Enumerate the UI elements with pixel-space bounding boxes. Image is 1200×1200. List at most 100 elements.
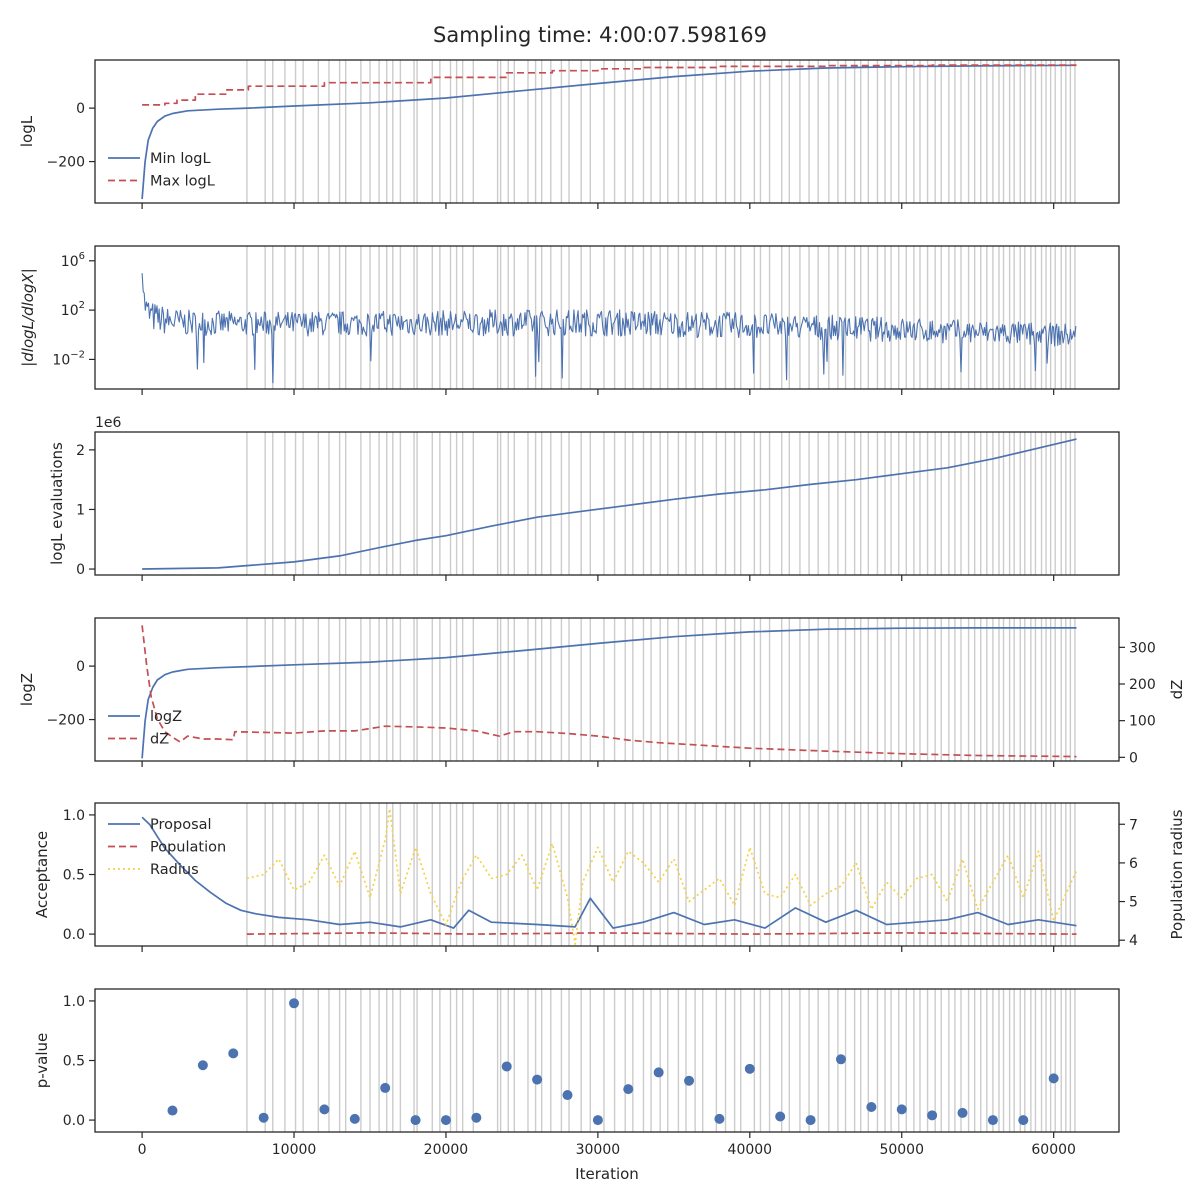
y-tick-label: 2 xyxy=(76,443,85,459)
y2-axis-label: Population radius xyxy=(1168,809,1186,939)
y-tick-label: 0.0 xyxy=(63,1113,85,1129)
x-tick-label: 20000 xyxy=(424,1142,469,1158)
y-tick-label: −200 xyxy=(47,713,85,729)
checkpoint-lines xyxy=(246,803,1076,946)
series-max-logl-line xyxy=(142,64,1077,106)
legend-label: dZ xyxy=(150,732,169,748)
data-point xyxy=(289,998,300,1009)
data-point xyxy=(1048,1073,1059,1084)
data-point xyxy=(258,1112,269,1123)
checkpoint-lines xyxy=(246,246,1076,389)
y-tick-label: 0 xyxy=(76,659,85,675)
panel-pvalue: 0 10000 20000 30000 40000 50000 60000 0.0 0.5 1.0… xyxy=(33,988,1120,1158)
y-tick-label: 0.5 xyxy=(63,1054,85,1070)
y-axis-label: logL xyxy=(18,115,36,147)
data-point xyxy=(228,1048,239,1059)
data-point xyxy=(501,1061,512,1072)
data-point xyxy=(927,1110,938,1121)
legend-label: logZ xyxy=(150,709,182,725)
data-point xyxy=(319,1104,330,1115)
data-point xyxy=(714,1113,725,1124)
series-dlogl-line xyxy=(141,273,1077,384)
data-point xyxy=(1018,1115,1029,1126)
series--line xyxy=(142,438,1077,570)
data-point xyxy=(744,1063,755,1074)
y-axis-label: logZ xyxy=(18,673,36,706)
series-proposal-line xyxy=(141,816,1077,929)
series-radius-line xyxy=(246,807,1078,945)
series-min-logl-line xyxy=(141,64,1077,200)
data-point xyxy=(380,1082,391,1093)
y-tick-label: 0 xyxy=(76,562,85,578)
y2-tick-label: 100 xyxy=(1129,714,1156,730)
checkpoint-lines xyxy=(246,432,1076,575)
y-axis-label: Acceptance xyxy=(33,831,51,918)
data-point xyxy=(896,1104,907,1115)
data-point xyxy=(410,1115,421,1126)
checkpoint-lines xyxy=(246,618,1076,761)
data-point xyxy=(592,1115,603,1126)
y-tick-label: 1 xyxy=(76,502,85,518)
axes-frame xyxy=(94,245,1120,390)
y2-tick-label: 0 xyxy=(1129,750,1138,766)
x-tick-label: 50000 xyxy=(879,1142,924,1158)
series-population-line xyxy=(246,932,1077,935)
checkpoint-lines xyxy=(246,60,1076,203)
y2-tick-label: 300 xyxy=(1129,640,1156,656)
panel-dlogL: 10−2 102 106 |dlogL/dlogX| xyxy=(19,245,1120,395)
data-point xyxy=(957,1107,968,1118)
axes-frame xyxy=(94,802,1120,947)
series-dz-line xyxy=(141,625,1077,758)
y-tick-label: 0.5 xyxy=(63,868,85,884)
y-axis-label: |dlogL/dlogX| xyxy=(19,268,37,367)
data-point xyxy=(775,1111,786,1122)
panel-evidence: −200 0 0 100 200 300 dZ logZ logZ dZ xyxy=(18,617,1186,767)
y2-tick-label: 5 xyxy=(1129,895,1138,911)
axes-frame xyxy=(94,617,1120,762)
panel-evaluations: 0 1 2 logL evaluations 1e6 xyxy=(48,415,1120,581)
y-tick-label: 102 xyxy=(61,300,85,319)
legend-label: Proposal xyxy=(150,817,212,833)
data-point xyxy=(684,1075,695,1086)
y-tick-label: 1.0 xyxy=(63,994,85,1010)
data-point xyxy=(835,1054,846,1065)
y2-tick-label: 4 xyxy=(1129,933,1138,949)
data-point xyxy=(197,1060,208,1071)
legend-label: Population xyxy=(150,840,226,856)
data-point xyxy=(532,1074,543,1085)
series-logz-line xyxy=(141,627,1077,759)
y-tick-label: 10−2 xyxy=(52,349,85,368)
y-tick-label: 106 xyxy=(61,251,85,270)
data-point xyxy=(349,1113,360,1124)
data-point xyxy=(987,1115,998,1126)
panel-acceptance: 0.0 0.5 1.0 4 5 6 7 Population radius Acceptance… xyxy=(33,802,1186,952)
y2-tick-label: 200 xyxy=(1129,677,1156,693)
x-tick-label: 40000 xyxy=(728,1142,773,1158)
y-tick-label: −200 xyxy=(47,155,85,171)
y-tick-label: 1.0 xyxy=(63,808,85,824)
data-point xyxy=(653,1067,664,1078)
legend-label: Radius xyxy=(150,862,199,878)
y-axis-label: p-value xyxy=(33,1033,51,1089)
axes-frame xyxy=(94,59,1120,204)
panel-logL: −200 0 logL Min logL Max logL xyxy=(18,59,1120,209)
legend-label: Max logL xyxy=(150,174,215,190)
data-point xyxy=(167,1105,178,1116)
y2-tick-label: 7 xyxy=(1129,817,1138,833)
x-tick-label: 30000 xyxy=(576,1142,621,1158)
data-point xyxy=(440,1115,451,1126)
y-axis-label: logL evaluations xyxy=(48,442,66,565)
legend-label: Min logL xyxy=(150,151,211,167)
data-point xyxy=(471,1112,482,1123)
y-tick-label: 0.0 xyxy=(63,927,85,943)
y-tick-label: 0 xyxy=(76,101,85,117)
x-tick-label: 60000 xyxy=(1031,1142,1076,1158)
x-tick-label: 10000 xyxy=(272,1142,317,1158)
x-axis-label: Iteration xyxy=(575,1165,639,1183)
axes-frame xyxy=(94,431,1120,576)
y-offset-text: 1e6 xyxy=(95,415,122,431)
x-tick-label: 0 xyxy=(138,1142,147,1158)
data-point xyxy=(623,1084,634,1095)
figure-title: Sampling time: 4:00:07.598169 xyxy=(433,23,767,47)
